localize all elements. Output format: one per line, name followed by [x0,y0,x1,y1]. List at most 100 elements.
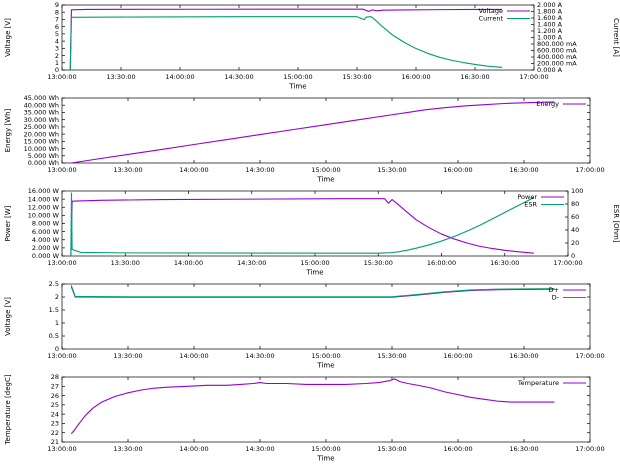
svg-text:45.000 Wh: 45.000 Wh [24,94,59,102]
svg-text:13:00:00: 13:00:00 [47,259,76,267]
svg-text:16:30:00: 16:30:00 [490,259,519,267]
svg-text:5.000 Wh: 5.000 Wh [28,152,59,160]
svg-text:Current [A]: Current [A] [612,18,620,57]
temperature-chart: 13:00:00 13:30:00 14:00:00 14:30:00 15:00:00… [4,373,605,463]
svg-text:Temperature: Temperature [517,379,559,387]
chart-voltage-current: 13:00:00 13:30:00 14:00:00 14:30:00 15:00:00… [0,0,620,93]
svg-text:0.000 W: 0.000 W [32,252,60,260]
temperature-series [70,378,555,435]
svg-text:13:30:00: 13:30:00 [113,445,142,453]
svg-text:1.800 A: 1.800 A [537,8,563,16]
svg-text:16:30:00: 16:30:00 [509,166,538,174]
svg-text:13:00:00: 13:00:00 [47,73,76,81]
svg-text:1: 1 [55,59,59,67]
svg-text:27: 27 [51,382,59,390]
svg-text:Time: Time [316,455,334,463]
chart-power-esr: 13:00:00 13:30:00 14:00:00 14:30:00 15:00:00… [0,186,620,279]
svg-text:15:30:00: 15:30:00 [364,259,393,267]
svg-text:Time: Time [305,269,323,277]
svg-text:14:00:00: 14:00:00 [179,352,208,360]
svg-text:60: 60 [571,213,579,221]
svg-text:17:00:00: 17:00:00 [519,73,548,81]
svg-text:Time: Time [316,176,334,184]
svg-text:100: 100 [571,187,583,195]
svg-text:Voltage [V]: Voltage [V] [4,18,12,57]
svg-text:16:00:00: 16:00:00 [427,259,456,267]
svg-text:15:00:00: 15:00:00 [300,259,329,267]
svg-text:16:00:00: 16:00:00 [443,445,472,453]
svg-text:1.200 A: 1.200 A [537,27,563,35]
svg-text:3: 3 [55,45,59,53]
chart-energy: 13:00:00 13:30:00 14:00:00 14:30:00 15:00:00… [0,93,620,186]
svg-text:17:00:00: 17:00:00 [575,352,604,360]
svg-text:6: 6 [55,23,59,31]
energy-series [71,101,555,163]
svg-text:15:30:00: 15:30:00 [342,73,371,81]
svg-text:14:30:00: 14:30:00 [245,166,274,174]
svg-text:5: 5 [55,30,59,38]
svg-text:13:30:00: 13:30:00 [111,259,140,267]
svg-text:13:00:00: 13:00:00 [47,352,76,360]
svg-text:15:00:00: 15:00:00 [311,352,340,360]
svg-text:1.000 A: 1.000 A [537,34,563,42]
svg-text:17:00:00: 17:00:00 [575,166,604,174]
svg-text:Energy [Wh]: Energy [Wh] [4,108,12,152]
svg-text:14:30:00: 14:30:00 [237,259,266,267]
chart-data-line-voltage: 13:00:00 13:30:00 14:00:00 14:30:00 15:00:00… [0,279,620,372]
svg-text:35.000 Wh: 35.000 Wh [24,109,59,117]
voltage-current-chart: 13:00:00 13:30:00 14:00:00 14:30:00 15:00:00… [4,1,620,91]
svg-text:14:00:00: 14:00:00 [179,445,208,453]
svg-text:13:30:00: 13:30:00 [113,352,142,360]
svg-text:2: 2 [55,293,59,301]
svg-text:14:00:00: 14:00:00 [179,166,208,174]
svg-text:16:30:00: 16:30:00 [460,73,489,81]
svg-text:7: 7 [55,16,59,24]
voltage-series [69,8,503,70]
svg-text:24: 24 [51,410,59,418]
svg-text:17:00:00: 17:00:00 [553,259,582,267]
svg-text:2.000 W: 2.000 W [32,244,60,252]
svg-text:2: 2 [55,52,59,60]
power-esr-chart: 13:00:00 13:30:00 14:00:00 14:30:00 15:00:00… [4,187,620,277]
svg-text:Time: Time [288,83,306,91]
svg-text:15:30:00: 15:30:00 [377,445,406,453]
svg-text:Time: Time [316,362,334,370]
svg-text:4: 4 [55,37,59,45]
svg-text:800.000 mA: 800.000 mA [537,40,577,48]
svg-text:2.5: 2.5 [49,280,59,288]
svg-text:12.000 W: 12.000 W [28,203,60,211]
svg-text:9: 9 [55,1,59,9]
svg-text:0.000 A: 0.000 A [537,66,563,74]
svg-text:25: 25 [51,401,59,409]
data-line-voltage-chart: 13:00:00 13:30:00 14:00:00 14:30:00 15:00:00… [4,280,605,370]
svg-text:10.000 Wh: 10.000 Wh [24,145,59,153]
svg-text:16:30:00: 16:30:00 [509,445,538,453]
svg-text:80: 80 [571,200,579,208]
svg-text:16:00:00: 16:00:00 [401,73,430,81]
svg-text:0: 0 [55,345,59,353]
d--series [70,285,555,298]
svg-text:600.000 mA: 600.000 mA [537,47,577,55]
svg-text:15:00:00: 15:00:00 [311,445,340,453]
svg-text:22: 22 [51,429,59,437]
svg-text:25.000 Wh: 25.000 Wh [24,123,59,131]
svg-text:16.000 W: 16.000 W [28,187,60,195]
svg-text:28: 28 [51,373,59,381]
svg-text:6.000 W: 6.000 W [32,228,60,236]
svg-text:Voltage [V]: Voltage [V] [4,297,12,336]
svg-text:21: 21 [51,438,59,446]
svg-text:16:30:00: 16:30:00 [509,352,538,360]
svg-text:14.000 W: 14.000 W [28,195,60,203]
svg-text:15:00:00: 15:00:00 [283,73,312,81]
svg-text:0.5: 0.5 [49,332,59,340]
svg-text:1.5: 1.5 [49,306,59,314]
svg-text:14:00:00: 14:00:00 [165,73,194,81]
svg-text:8.000 W: 8.000 W [32,220,60,228]
esr-series [70,192,535,256]
svg-text:40: 40 [571,226,579,234]
svg-text:23: 23 [51,420,59,428]
svg-text:ESR: ESR [524,201,537,209]
svg-text:14:30:00: 14:30:00 [224,73,253,81]
svg-text:0.000 Wh: 0.000 Wh [28,159,59,167]
